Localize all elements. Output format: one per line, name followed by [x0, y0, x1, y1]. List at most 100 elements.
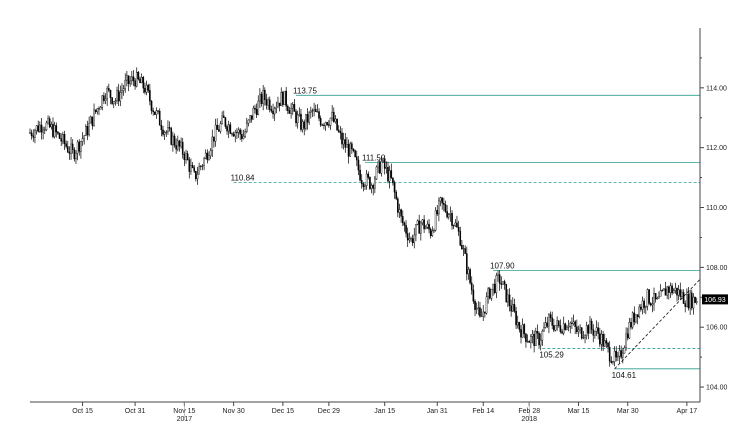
candle-body	[196, 173, 199, 180]
candle-body	[659, 290, 662, 297]
candle-body	[416, 220, 419, 225]
candle-body	[564, 323, 567, 330]
candle-body	[188, 159, 191, 172]
candle-body	[515, 311, 517, 326]
candle-body	[530, 336, 532, 343]
candle-body	[316, 111, 319, 113]
level-lines	[233, 94, 700, 370]
candle-body	[216, 124, 219, 130]
candle-body	[590, 320, 593, 330]
candle-body	[354, 150, 356, 157]
candle-body	[664, 288, 667, 296]
candle-body	[145, 84, 148, 93]
candle-body	[654, 293, 657, 300]
candle-body	[206, 152, 209, 161]
candle-body	[193, 167, 196, 172]
candle-body	[438, 200, 440, 215]
candle-body	[140, 77, 143, 84]
candle-body	[544, 322, 547, 328]
candle-body	[461, 245, 463, 250]
candle-body	[472, 289, 475, 302]
candle-body	[234, 131, 237, 137]
candle-body	[589, 320, 591, 334]
candle-body	[121, 90, 123, 93]
candle-body	[510, 305, 512, 312]
candle-body	[615, 350, 618, 358]
candle-body	[628, 322, 631, 339]
candle-body	[112, 101, 115, 104]
candle-body	[341, 132, 343, 145]
candle-body	[495, 275, 498, 293]
candle-body	[602, 334, 604, 347]
year-label: 2018	[521, 416, 537, 423]
last-price-box	[702, 294, 728, 305]
candle-body	[152, 110, 154, 113]
candle-body	[229, 124, 232, 134]
candle-body	[600, 334, 603, 345]
candle-body	[459, 231, 462, 246]
candle-body	[559, 325, 562, 332]
candle-body	[119, 92, 122, 102]
candle-body	[663, 288, 665, 291]
candle-body	[155, 110, 158, 115]
candle-body	[305, 114, 307, 129]
candle-body	[457, 226, 460, 232]
candle-body	[275, 106, 278, 109]
x-tick-label: Dec 15	[272, 408, 294, 415]
candle-body	[334, 118, 337, 122]
candle-body	[81, 138, 84, 142]
candle-body	[142, 77, 145, 89]
level-annotations: 113.75 111.50 110.84 107.90 105.29 104.61	[231, 86, 637, 379]
candle-body	[282, 92, 284, 105]
candle-body	[147, 84, 150, 91]
candle-body	[469, 269, 471, 284]
level-annotation: 111.50	[362, 154, 386, 163]
candle-body	[362, 183, 365, 187]
candle-body	[144, 87, 146, 93]
x-tick-label: Apr 17	[677, 408, 698, 415]
candle-body	[541, 330, 544, 341]
candle-body	[167, 127, 169, 133]
candle-body	[608, 346, 611, 362]
candle-body	[280, 92, 283, 107]
candle-body	[291, 104, 294, 109]
y-tick-label: 106.00	[706, 325, 728, 332]
candle-body	[554, 325, 557, 331]
candle-body	[300, 113, 302, 130]
candle-body	[35, 125, 38, 132]
candle-body	[149, 90, 151, 102]
year-label: 2017	[177, 416, 193, 423]
candle-body	[387, 167, 389, 182]
candle-body	[293, 104, 296, 112]
candle-body	[397, 198, 399, 213]
level-annotation: 107.90	[490, 261, 515, 270]
candle-body	[221, 115, 223, 124]
candle-body	[203, 158, 205, 166]
candle-body	[283, 90, 286, 105]
candle-body	[73, 149, 76, 160]
x-tick-label: Feb 14	[472, 408, 494, 415]
candle-body	[89, 116, 92, 124]
candle-body	[190, 165, 192, 172]
candle-body	[329, 117, 332, 126]
candle-body	[695, 301, 698, 303]
candle-body	[380, 161, 383, 174]
candle-body	[470, 282, 473, 291]
candle-body	[574, 321, 576, 327]
candle-body	[109, 90, 112, 98]
candle-body	[420, 222, 422, 234]
candle-body	[32, 135, 35, 138]
candle-body	[525, 333, 527, 342]
candle-body	[557, 320, 560, 326]
candle-body	[273, 108, 276, 115]
candle-body	[388, 170, 391, 182]
candle-body	[122, 88, 125, 91]
candle-body	[508, 294, 511, 306]
candle-body	[287, 106, 289, 111]
candle-body	[257, 100, 260, 115]
candle-body	[60, 138, 63, 142]
candle-body	[219, 123, 222, 132]
candle-body	[681, 292, 683, 297]
candle-body	[367, 173, 370, 178]
candle-body	[595, 327, 598, 332]
